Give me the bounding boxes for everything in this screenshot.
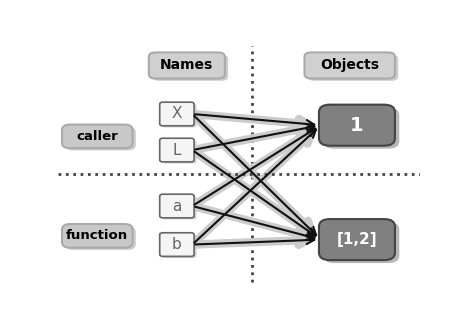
FancyBboxPatch shape [160, 102, 194, 126]
FancyBboxPatch shape [162, 104, 197, 128]
FancyBboxPatch shape [162, 140, 197, 164]
FancyBboxPatch shape [62, 224, 133, 248]
FancyBboxPatch shape [160, 138, 194, 162]
Text: Objects: Objects [320, 58, 379, 72]
FancyBboxPatch shape [149, 52, 225, 78]
Text: 1: 1 [350, 116, 364, 135]
Text: [1,2]: [1,2] [337, 232, 377, 247]
FancyBboxPatch shape [308, 55, 398, 81]
FancyBboxPatch shape [65, 127, 136, 151]
Text: b: b [172, 237, 182, 252]
Text: caller: caller [77, 130, 118, 143]
FancyBboxPatch shape [152, 55, 228, 81]
FancyBboxPatch shape [319, 105, 395, 146]
FancyBboxPatch shape [162, 196, 197, 220]
Text: a: a [172, 199, 182, 214]
Text: L: L [173, 142, 181, 158]
FancyBboxPatch shape [160, 194, 194, 218]
FancyBboxPatch shape [160, 233, 194, 256]
Text: function: function [66, 229, 128, 242]
FancyBboxPatch shape [323, 108, 399, 149]
FancyBboxPatch shape [65, 226, 136, 250]
FancyBboxPatch shape [323, 222, 399, 263]
Text: Names: Names [160, 58, 213, 72]
Text: X: X [172, 107, 182, 121]
FancyBboxPatch shape [304, 52, 395, 78]
FancyBboxPatch shape [162, 234, 197, 258]
FancyBboxPatch shape [62, 125, 133, 148]
FancyBboxPatch shape [319, 219, 395, 260]
